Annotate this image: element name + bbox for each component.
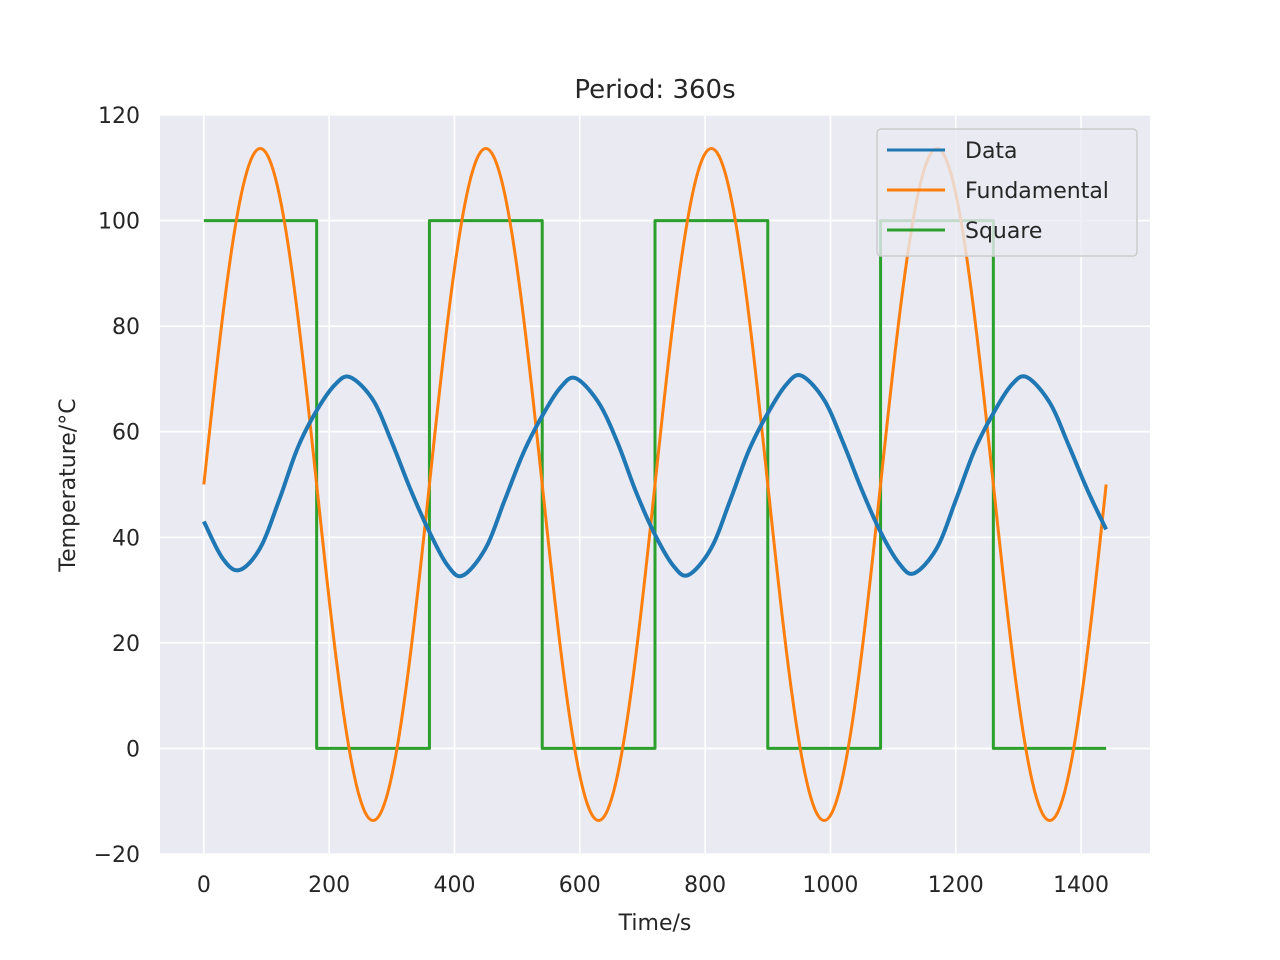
y-tick-label: 60 <box>112 421 140 446</box>
y-tick-label: 0 <box>126 737 140 762</box>
y-tick-label: 100 <box>98 210 140 235</box>
x-tick-label: 1000 <box>802 873 858 898</box>
legend-box <box>876 128 1138 257</box>
chart-title: Period: 360s <box>574 75 735 105</box>
y-axis-title: Temperature/°C <box>56 398 81 572</box>
legend-label-data: Data <box>965 139 1018 164</box>
x-tick-label: 1200 <box>928 873 984 898</box>
legend-label-square: Square <box>965 219 1042 244</box>
legend-label-fundamental: Fundamental <box>965 179 1109 204</box>
y-tick-label: 20 <box>112 632 140 657</box>
x-tick-label: 400 <box>433 873 475 898</box>
x-tick-label: 800 <box>684 873 726 898</box>
y-tick-label: 80 <box>112 315 140 340</box>
y-tick-label: 40 <box>112 526 140 551</box>
y-tick-label: −20 <box>94 843 140 868</box>
x-axis-title: Time/s <box>618 911 692 936</box>
x-tick-label: 0 <box>197 873 211 898</box>
x-tick-label: 1400 <box>1053 873 1109 898</box>
tick-labels: 0 200 400 600 800 1000 1200 1400 −20 0 20 40 60 80 100… <box>94 104 1110 898</box>
x-tick-label: 200 <box>308 873 350 898</box>
series-line-data <box>202 373 1108 579</box>
legend: Data Fundamental Square <box>876 128 1138 257</box>
x-tick-label: 600 <box>559 873 601 898</box>
y-tick-label: 120 <box>98 104 140 129</box>
